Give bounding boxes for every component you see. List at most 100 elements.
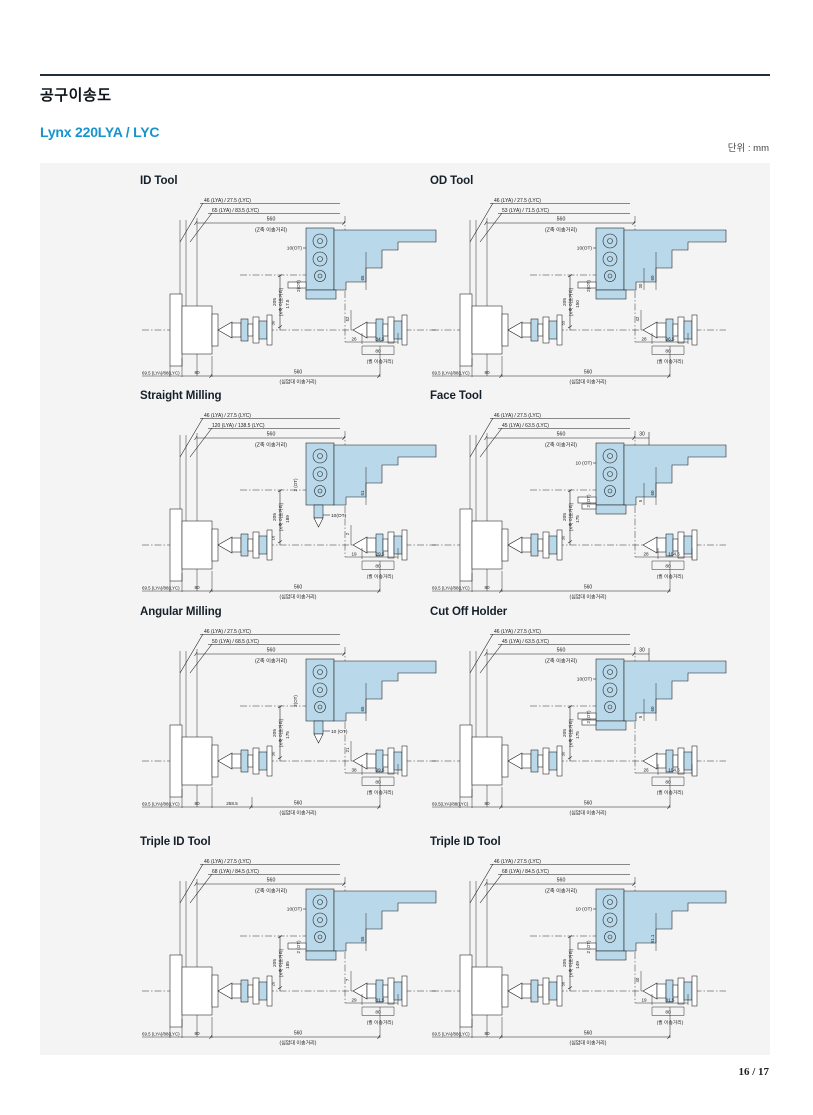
ot-2-label: 2 (OT) bbox=[586, 940, 591, 954]
tool-holder bbox=[642, 529, 698, 561]
bottom-left-dim: 69.5 (LYA)/88(LYC) bbox=[142, 1032, 180, 1037]
diagram-drawing: 46 (LYA) / 27.5 (LYC) 65 (LYA) / 83.5 (LY… bbox=[142, 198, 437, 386]
diagram-cell: Angular Milling 46 (LYA) / 27.5 (LYC) 50 (… bbox=[140, 606, 440, 821]
z-travel-value: 560 bbox=[557, 878, 566, 884]
tool-dim-3: 29.5 bbox=[376, 552, 385, 557]
turret-machine-body bbox=[577, 227, 727, 300]
bottom-left-dim: 69.5 (LYA)/88(LYC) bbox=[432, 586, 470, 591]
z-travel-value: 560 bbox=[267, 878, 276, 884]
tailstock-travel-label: (심압대 이송거리) bbox=[280, 379, 317, 386]
ot-10-label: 10(OT) bbox=[577, 246, 593, 252]
diagram-title: Face Tool bbox=[430, 390, 482, 402]
tool-dim-1: 52 bbox=[345, 316, 350, 321]
z-travel-label: (Z축 이송거리) bbox=[255, 657, 287, 665]
turret-machine-body bbox=[305, 442, 437, 528]
tool-holder bbox=[217, 529, 273, 561]
machine-dim-1: 65 bbox=[360, 706, 365, 712]
bottom-left-80: 80 bbox=[484, 801, 490, 806]
top-dim-lya-lyc-1: 46 (LYA) / 27.5 (LYC) bbox=[204, 198, 251, 204]
tailstock-travel-label: (심압대 이송거리) bbox=[280, 1040, 317, 1047]
bottom-left-dim: 69.5 (LYA)/88(LYC) bbox=[432, 1032, 470, 1037]
z-travel-label: (Z축 이송거리) bbox=[545, 441, 577, 449]
turret-machine-body bbox=[577, 442, 727, 515]
tool-dim-2: 104.5 bbox=[668, 768, 680, 773]
tailstock-travel-label: (심압대 이송거리) bbox=[280, 594, 317, 601]
tool-holder bbox=[642, 745, 698, 777]
ot-2-label: 2 (OT) bbox=[586, 710, 591, 724]
tailstock-travel-value: 560 bbox=[294, 801, 303, 807]
tool-dim-3: 84.5 bbox=[376, 337, 385, 342]
model-title: Lynx 220LYA / LYC bbox=[40, 124, 160, 140]
tool-dim-1: 42 bbox=[635, 316, 640, 321]
ot-10-label: 10(OT) bbox=[287, 907, 303, 913]
diagram-drawing: 46 (LYA) / 27.5 (LYC) 68 (LYA) / 84.5 (LY… bbox=[432, 859, 727, 1047]
bottom-left-dim: 69.5 (LYA)/88(LYC) bbox=[142, 586, 180, 591]
x-travel-value: 205 bbox=[562, 298, 568, 306]
tailstock-travel-value: 560 bbox=[584, 1031, 593, 1037]
tailstock-travel-label: (심압대 이송거리) bbox=[570, 1040, 607, 1047]
ot-2-label: 2(OT) bbox=[586, 280, 591, 292]
diagram-title: Triple ID Tool bbox=[430, 836, 501, 848]
ot-10-label: 10 (OT) bbox=[575, 461, 592, 467]
diagram-title: Cut Off Holder bbox=[430, 606, 508, 618]
tool-holder bbox=[352, 314, 408, 346]
tool-holder bbox=[217, 975, 273, 1007]
chuck-assembly bbox=[169, 508, 219, 582]
x-travel-sub-dim: 150 bbox=[575, 300, 580, 308]
top-dim-lya-lyc-1: 46 (LYA) / 27.5 (LYC) bbox=[494, 413, 541, 419]
x-travel-bottom-dim: 30 bbox=[561, 535, 566, 540]
diagram-title: Straight Milling bbox=[140, 390, 222, 402]
tool-holder bbox=[217, 745, 273, 777]
machine-dim-1: 55 bbox=[360, 936, 365, 942]
tailstock-travel-label: (심압대 이송거리) bbox=[570, 379, 607, 386]
machine-dim-1: 60 bbox=[650, 275, 655, 281]
diagram-drawing: 46 (LYA) / 27.5 (LYC) 45 (LYA) / 63.5 (LY… bbox=[432, 629, 727, 817]
tailstock-travel-value: 560 bbox=[294, 370, 303, 376]
bottom-left-80: 80 bbox=[484, 370, 490, 375]
tool-dim-2: 28 bbox=[641, 337, 647, 342]
diagram-title: OD Tool bbox=[430, 175, 474, 187]
tailstock-travel-label: (심압대 이송거리) bbox=[570, 594, 607, 601]
unit-label: 단위 : mm bbox=[727, 143, 769, 154]
z-travel-label: (Z축 이송거리) bbox=[255, 441, 287, 449]
top-dim-lya-lyc-2: 45 (LYA) / 63.5 (LYC) bbox=[502, 639, 549, 645]
tool-holder bbox=[217, 314, 273, 346]
x-travel-value: 205 bbox=[562, 729, 568, 737]
machine-dim-2: 5 bbox=[638, 499, 643, 502]
quill-travel-value: 80 bbox=[665, 349, 671, 355]
x-travel-label: (X축 이송거리) bbox=[278, 948, 285, 977]
machine-dim-2: 30 bbox=[638, 283, 643, 288]
ot-10-label: 10(OT) bbox=[287, 246, 303, 252]
chuck-assembly bbox=[459, 508, 509, 582]
diagram-drawing: 46 (LYA) / 27.5 (LYC) 53 (LYA) / 71.5 (LY… bbox=[432, 198, 727, 386]
diagram-title: ID Tool bbox=[140, 175, 178, 187]
quill-travel-value: 80 bbox=[375, 349, 381, 355]
tool-dim-2: 29 bbox=[351, 998, 357, 1003]
top-dim-lya-lyc-2: 45 (LYA) / 63.5 (LYC) bbox=[502, 423, 549, 429]
turret-machine-body bbox=[287, 227, 437, 300]
tailstock-travel-label: (심압대 이송거리) bbox=[570, 810, 607, 817]
z-travel-value: 560 bbox=[267, 432, 276, 438]
tailstock-travel-value: 560 bbox=[584, 370, 593, 376]
turret-machine-body bbox=[287, 888, 437, 961]
tool-dim-1: 28 bbox=[643, 552, 649, 557]
x-travel-sub-dim: 185 bbox=[285, 961, 290, 969]
x-travel-value: 205 bbox=[272, 298, 278, 306]
x-travel-sub-dim: 175 bbox=[575, 515, 580, 523]
x-travel-value: 205 bbox=[272, 513, 278, 521]
tool-holder bbox=[642, 975, 698, 1007]
x-travel-bottom-dim: 30 bbox=[271, 751, 276, 756]
diagram-drawing: 46 (LYA) / 27.5 (LYC) 50 (LYA) / 68.5 (LY… bbox=[142, 629, 437, 817]
diagram-cell: OD Tool 46 (LYA) / 27.5 (LYC) 53 (LYA) / 7… bbox=[430, 175, 730, 390]
diagram-title: Triple ID Tool bbox=[140, 836, 211, 848]
top-dim-lya-lyc-1: 46 (LYA) / 27.5 (LYC) bbox=[204, 413, 251, 419]
tool-holder bbox=[352, 529, 408, 561]
bottom-left-80: 80 bbox=[194, 585, 200, 590]
tool-dim-2: 104.5 bbox=[668, 552, 680, 557]
bottom-left-80: 80 bbox=[194, 370, 200, 375]
ot-10-label: 10 (OT) bbox=[331, 729, 348, 735]
machine-dim-1: 51 bbox=[360, 490, 365, 496]
x-travel-label: (X축 이송거리) bbox=[568, 718, 575, 747]
ot-10-label: 10(OT) bbox=[577, 677, 593, 683]
tool-holder bbox=[352, 975, 408, 1007]
